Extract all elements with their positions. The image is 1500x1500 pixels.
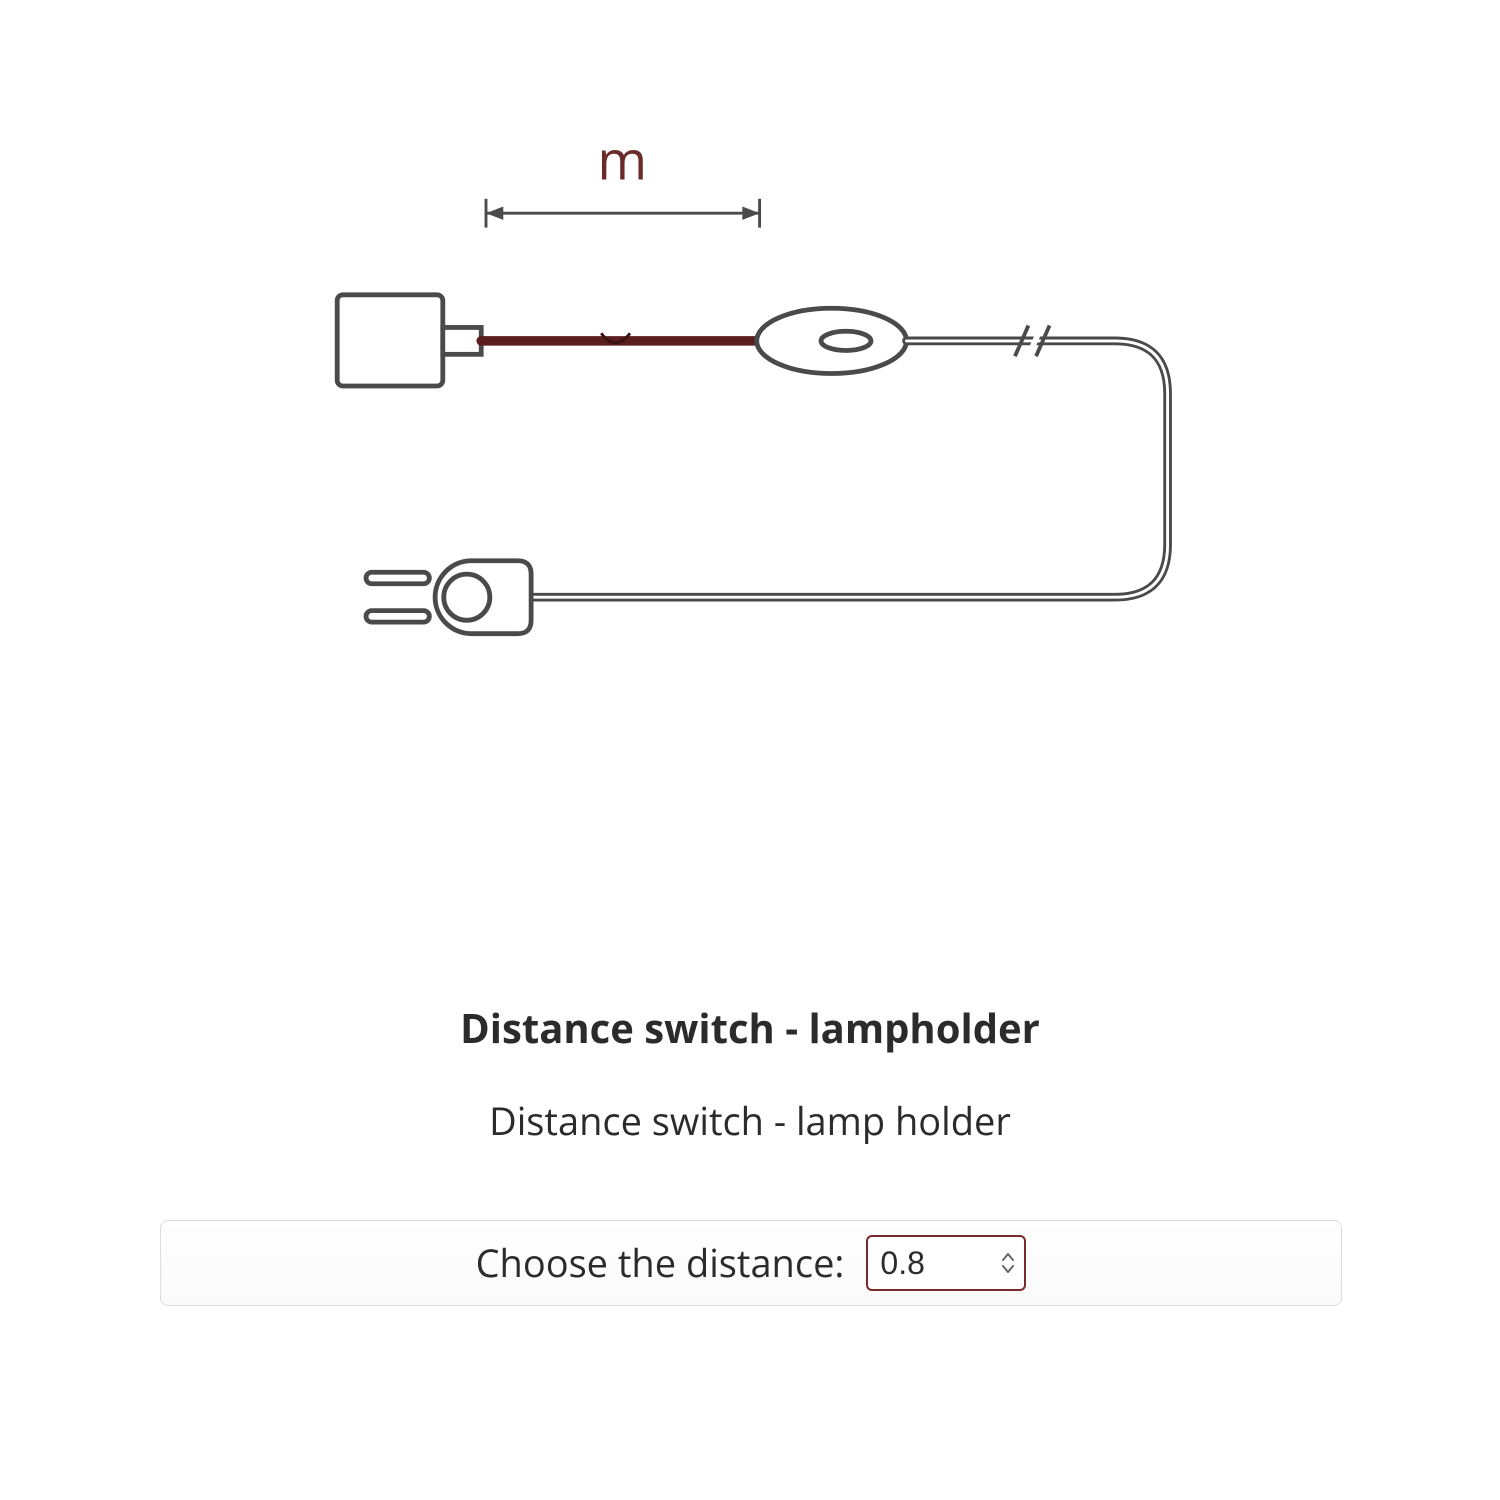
diagram-container: m bbox=[0, 100, 1500, 720]
section-subtitle: Distance switch - lamp holder bbox=[0, 1095, 1500, 1147]
distance-field-row: Choose the distance: bbox=[160, 1220, 1342, 1306]
product-diagram: m bbox=[270, 100, 1230, 720]
distance-input[interactable] bbox=[866, 1235, 1026, 1291]
lampholder-icon bbox=[337, 295, 443, 386]
unit-label: m bbox=[597, 123, 647, 196]
cable-outline-inner bbox=[529, 341, 1167, 597]
section-title: Distance switch - lampholder bbox=[0, 1000, 1500, 1055]
switch-icon bbox=[757, 308, 907, 373]
dimension-line bbox=[486, 199, 760, 228]
cable-outline-outer bbox=[529, 341, 1167, 597]
plug-icon bbox=[366, 561, 531, 634]
distance-field-label: Choose the distance: bbox=[476, 1237, 845, 1289]
lampholder-stub bbox=[443, 327, 481, 354]
